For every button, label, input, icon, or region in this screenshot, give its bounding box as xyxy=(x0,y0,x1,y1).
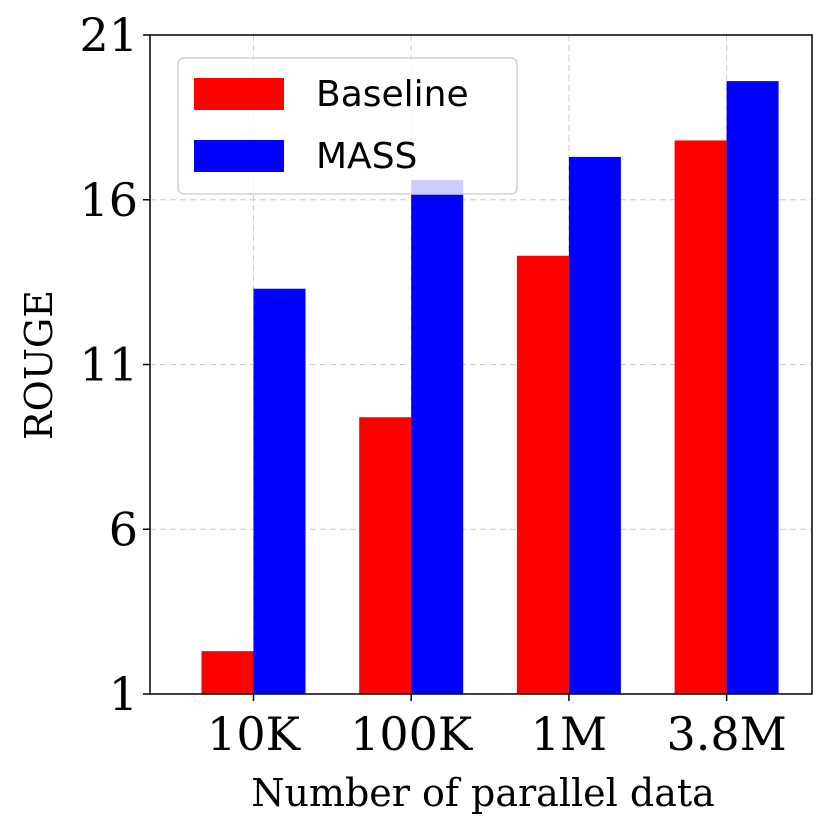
legend-label-baseline: Baseline xyxy=(316,74,469,115)
x-axis-ticks: 10K 100K 1M 3.8M xyxy=(207,694,787,761)
bar-baseline-100k xyxy=(359,417,412,694)
y-tick-label-0: 1 xyxy=(109,667,138,721)
x-axis-label: Number of parallel data xyxy=(251,771,715,815)
y-tick-label-1: 6 xyxy=(109,502,138,556)
bar-mass-10k xyxy=(253,288,306,694)
legend: Baseline MASS xyxy=(177,57,518,195)
legend-swatch-baseline xyxy=(194,78,284,110)
y-axis-label: ROUGE xyxy=(17,290,61,440)
y-tick-label-2: 11 xyxy=(79,338,138,392)
bars-group xyxy=(201,81,779,695)
bar-baseline-3-8m xyxy=(674,140,727,694)
y-tick-label-4: 21 xyxy=(79,8,138,62)
x-tick-label-2: 1M xyxy=(531,707,607,761)
x-tick-label-1: 100K xyxy=(350,707,474,761)
legend-label-mass: MASS xyxy=(316,136,417,177)
bar-baseline-10k xyxy=(201,651,254,694)
x-tick-label-3: 3.8M xyxy=(666,707,786,761)
legend-swatch-mass xyxy=(194,140,284,172)
x-tick-label-0: 10K xyxy=(207,707,302,761)
y-tick-label-3: 16 xyxy=(79,173,138,227)
bar-baseline-1m xyxy=(516,255,569,694)
bar-mass-100k xyxy=(411,179,464,695)
bar-mass-3-8m xyxy=(726,81,779,694)
bar-mass-1m xyxy=(568,156,621,695)
